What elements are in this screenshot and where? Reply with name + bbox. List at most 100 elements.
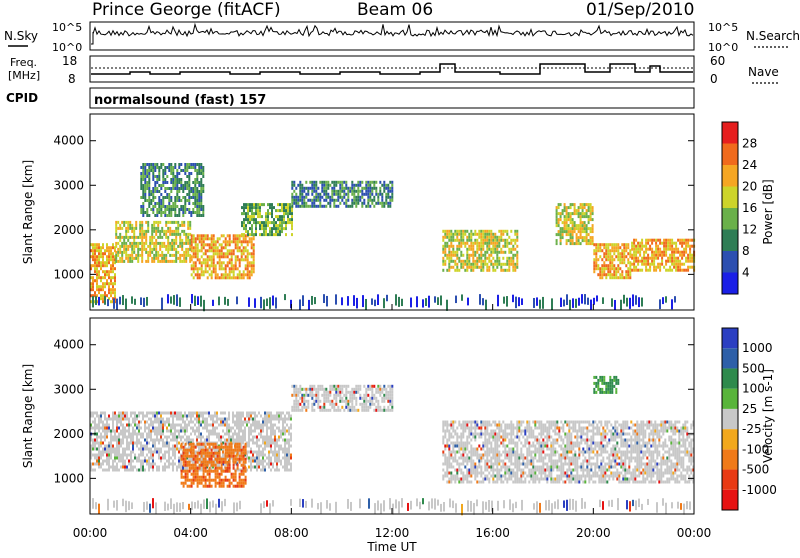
heatmap-cell (230, 436, 232, 439)
heatmap-cell (156, 163, 158, 166)
heatmap-cell (178, 166, 180, 169)
heatmap-cell (303, 196, 305, 199)
heatmap-cell (219, 264, 221, 267)
heatmap-cell (675, 245, 677, 248)
heatmap-cell (195, 455, 197, 458)
heatmap-cell (145, 248, 147, 251)
heatmap-cell (176, 190, 178, 193)
heatmap-cell (186, 427, 188, 430)
heatmap-cell (570, 221, 572, 224)
heatmap-cell (264, 442, 266, 445)
heatmap-cell (247, 258, 249, 261)
heatmap-cell (140, 469, 142, 472)
heatmap-cell (215, 446, 217, 449)
heatmap-cell (258, 454, 260, 457)
heatmap-cell (238, 415, 240, 418)
heatmap-cell (182, 214, 184, 217)
heatmap-cell (365, 391, 367, 394)
heatmap-cell (144, 175, 146, 178)
heatmap-cell (590, 230, 592, 233)
heatmap-cell (558, 221, 560, 224)
heatmap-cell (176, 181, 178, 184)
heatmap-cell (155, 251, 157, 254)
heatmap-cell (466, 254, 468, 257)
heatmap-cell (568, 224, 570, 227)
heatmap-cell (136, 433, 138, 436)
heatmap-cell (220, 424, 222, 427)
heatmap-cell (574, 230, 576, 233)
heatmap-cell (126, 457, 128, 460)
heatmap-cell (295, 406, 297, 409)
heatmap-cell (679, 254, 681, 257)
heatmap-cell (270, 469, 272, 472)
heatmap-cell (309, 388, 311, 391)
heatmap-cell (518, 297, 520, 306)
heatmap-cell (259, 221, 261, 224)
heatmap-cell (277, 224, 279, 227)
heatmap-cell (584, 221, 586, 224)
heatmap-cell (119, 297, 121, 305)
heatmap-cell (106, 261, 108, 264)
heatmap-cell (500, 269, 502, 272)
heatmap-cell (281, 221, 283, 224)
heatmap-cell (673, 251, 675, 254)
heatmap-cell (293, 181, 295, 184)
heatmap-cell (196, 214, 198, 217)
heatmap-cell (168, 199, 170, 202)
heatmap-cell (609, 273, 611, 276)
heatmap-cell (266, 457, 268, 460)
heatmap-cell (186, 208, 188, 211)
heatmap-cell (165, 257, 167, 260)
heatmap-cell (572, 218, 574, 221)
heatmap-cell (685, 257, 687, 260)
heatmap-cell (609, 255, 611, 258)
heatmap-cell (603, 264, 605, 267)
heatmap-cell (114, 430, 116, 433)
heatmap-cell (127, 260, 129, 263)
heatmap-cell (458, 239, 460, 242)
heatmap-cell (187, 461, 189, 464)
heatmap-cell (112, 267, 114, 270)
noise-right-tick-top: 10^5 (708, 21, 738, 34)
heatmap-cell (160, 427, 162, 430)
heatmap-cell (125, 221, 127, 224)
heatmap-cell (635, 251, 637, 254)
heatmap-cell (673, 242, 675, 245)
heatmap-cell (187, 242, 189, 245)
heatmap-cell (357, 199, 359, 202)
heatmap-cell (130, 466, 132, 469)
heatmap-cell (597, 264, 599, 267)
heatmap-cell (281, 224, 283, 227)
heatmap-cell (586, 224, 588, 227)
heatmap-cell (510, 263, 512, 266)
heatmap-cell (293, 196, 295, 199)
heatmap-cell (260, 424, 262, 427)
heatmap-cell (311, 409, 313, 412)
heatmap-cell (645, 245, 647, 248)
heatmap-cell (263, 233, 265, 236)
heatmap-cell (221, 252, 223, 255)
heatmap-cell (250, 427, 252, 430)
heatmap-cell (181, 260, 183, 263)
heatmap-cell (290, 418, 292, 421)
heatmap-cell (315, 391, 317, 394)
heatmap-cell (110, 249, 112, 252)
heatmap-cell (323, 388, 325, 391)
heatmap-cell (605, 249, 607, 252)
heatmap-cell (135, 257, 137, 260)
heatmap-cell (256, 445, 258, 448)
heatmap-cell (276, 457, 278, 460)
heatmap-cell (253, 218, 255, 221)
heatmap-cell (205, 234, 207, 237)
heatmap-cell (191, 273, 193, 276)
heatmap-cell (120, 466, 122, 469)
heatmap-cell (274, 442, 276, 445)
heatmap-cell (126, 436, 128, 439)
heatmap-cell (613, 273, 615, 276)
heatmap-cell (108, 273, 110, 276)
heatmap-cell (225, 479, 227, 482)
heatmap-cell (173, 245, 175, 248)
heatmap-cell (100, 412, 102, 415)
heatmap-cell (617, 246, 619, 249)
heatmap-cell (233, 476, 235, 479)
